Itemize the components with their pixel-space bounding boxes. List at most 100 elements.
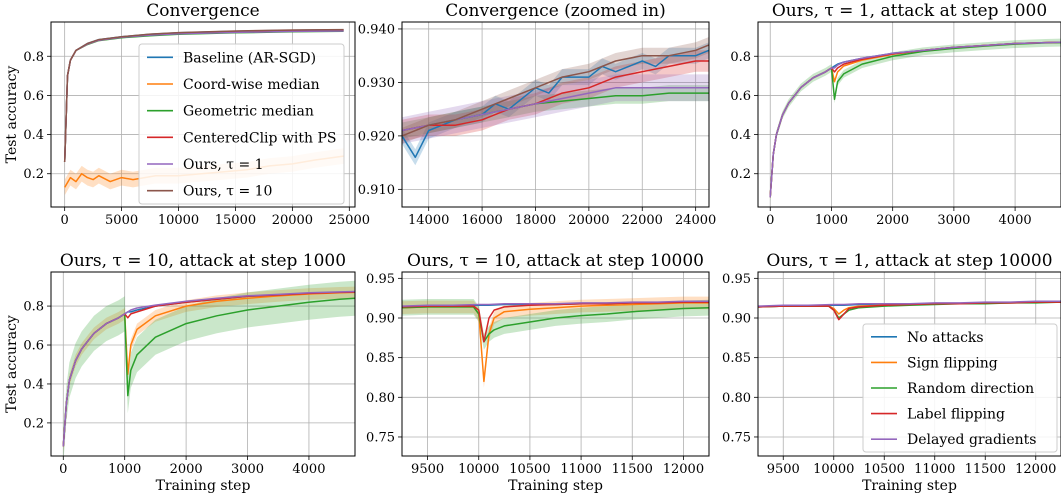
x-tick-label: 18000 [515,213,556,228]
chart-panel-5: Ours, τ = 10, attack at step 10000 9500 10… [366,251,710,494]
axes-frame [757,271,1061,457]
series-line-centeredclip-with-ps [402,60,709,132]
series-line-delayed-gradients [758,300,1061,307]
x-tick-label: 1000 [108,462,141,477]
chart-panel-2: Convergence (zoomed in) 14000 16000 18000 20… [358,1,717,228]
x-tick-label: 22000 [622,213,663,228]
series-line-baseline-ar-sgd- [402,49,709,159]
y-tick-label: 0.75 [366,430,395,445]
legend-item-label: Ours, τ = 10 [183,184,272,200]
x-tick-label: 2000 [876,213,909,228]
series-layer [62,280,355,456]
x-tick-label: 20000 [272,213,313,228]
x-tick-label: 1000 [815,213,848,228]
y-tick-label: 0.920 [358,129,395,144]
x-tick-label: 15000 [215,213,256,228]
x-tick-label: 4000 [999,213,1032,228]
x-tick-label: 10500 [509,462,550,477]
x-tick-label: 10000 [158,213,199,228]
y-axis-label: Test accuracy [4,315,20,413]
x-tick-label: 10000 [813,462,854,477]
panel-title: Convergence (zoomed in) [445,1,665,21]
x-tick-label: 4000 [292,462,325,477]
x-tick-label: 3000 [937,213,970,228]
x-tick-label: 0 [61,213,69,228]
y-tick-label: 0.4 [730,128,751,143]
y-tick-label: 0.910 [358,183,395,198]
series-band [402,85,709,139]
legend-item-label: Sign flipping [907,355,998,371]
y-tick-label: 0.4 [23,128,44,143]
series-line-label-flipping [758,301,1061,321]
series-line-delayed-gradients [402,300,709,307]
x-tick-label: 10000 [458,462,499,477]
series-layer [402,37,709,166]
legend-item-label: Baseline (AR-SGD) [183,50,316,66]
series-line-label-flipping [402,301,709,343]
y-tick-label: 0.75 [722,430,751,445]
series-band [63,280,355,456]
y-tick-label: 0.80 [722,391,751,406]
legend-box [862,323,1058,453]
legend-item-label: Delayed gradients [907,432,1037,448]
series-band [770,38,1061,202]
legend-item-label: No attacks [907,330,984,346]
x-tick-label: 14000 [408,213,449,228]
y-tick-label: 0.80 [366,391,395,406]
series-line-ours-10 [402,44,709,137]
panel-title: Ours, τ = 1, attack at step 1000 [772,1,1047,21]
axes-frame [401,21,710,208]
x-tick-label: 2000 [170,462,203,477]
y-axis-label: Test accuracy [4,66,20,164]
panel-title: Ours, τ = 10, attack at step 1000 [60,251,346,271]
x-tick-label: 11500 [965,462,1006,477]
x-tick-label: 25000 [329,213,370,228]
chart-panel-4: Ours, τ = 10, attack at step 1000 0 1000 20… [4,251,356,494]
chart-panel-1: Convergence 0 5000 10000 15000 20000 25000 0.2 0… [4,1,370,228]
y-tick-label: 0.930 [358,76,395,91]
y-tick-label: 0.8 [730,50,751,65]
legend-item-label: Geometric median [183,104,314,120]
series-line-delayed-gradients [769,41,1061,198]
series-band [402,37,709,144]
x-axis-label: Training step [156,478,251,494]
y-tick-label: 0.90 [722,312,751,327]
legend: No attacks Sign flipping Random direction L… [862,323,1058,453]
x-axis-label: Training step [508,478,603,494]
y-tick-label: 0.6 [730,89,751,104]
legend-item-label: Label flipping [907,407,1005,423]
axes-frame [50,271,356,457]
panel-title: Ours, τ = 10, attack at step 10000 [407,251,704,271]
y-tick-label: 0.8 [23,300,44,315]
x-tick-label: 20000 [568,213,609,228]
series-line-ours-10 [63,28,344,163]
series-band [63,286,355,453]
y-tick-label: 0.2 [23,416,44,431]
y-tick-label: 0.85 [722,351,751,366]
x-tick-label: 9500 [411,462,444,477]
chart-panel-6: Ours, τ = 1, attack at step 10000 9500 100… [722,251,1061,494]
x-tick-label: 16000 [461,213,502,228]
x-tick-label: 9500 [767,462,800,477]
axes-frame [757,21,1061,208]
x-tick-label: 11000 [560,462,601,477]
x-tick-label: 3000 [231,462,264,477]
x-tick-label: 24000 [675,213,716,228]
legend-item-label: CenteredClip with PS [183,130,337,146]
x-tick-label: 0 [766,213,774,228]
y-tick-label: 0.6 [23,89,44,104]
legend-item-label: Ours, τ = 1 [183,157,264,173]
y-tick-label: 0.4 [23,377,44,392]
x-tick-label: 11000 [914,462,955,477]
chart-panel-3: Ours, τ = 1, attack at step 1000 0 1000 200… [730,1,1061,228]
legend-item-label: Coord-wise median [183,77,320,93]
y-tick-label: 0.90 [366,312,395,327]
axes-frame [50,21,356,208]
panel-title: Convergence [146,1,259,21]
series-line-random-direction [402,306,709,343]
y-tick-label: 0.8 [23,50,44,65]
x-tick-label: 10500 [864,462,905,477]
legend-box [138,43,345,205]
series-layer [758,300,1061,321]
series-line-delayed-gradients [62,290,355,447]
